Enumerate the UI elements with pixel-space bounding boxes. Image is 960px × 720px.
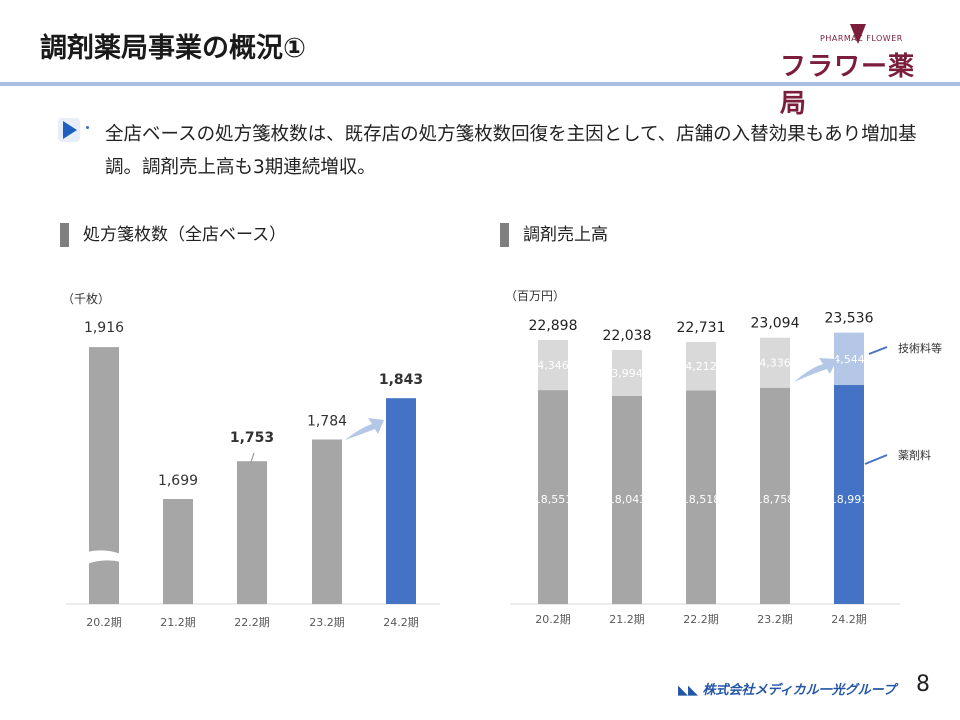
bar-segment-drug (834, 385, 864, 604)
data-label: 4,336 (759, 357, 791, 370)
heading-marker (500, 223, 509, 247)
x-tick-label: 20.2期 (535, 613, 571, 626)
right-unit: （百万円） (505, 289, 566, 303)
label-leader (250, 452, 255, 463)
data-label: 1,784 (307, 414, 347, 430)
company-logo-icon: ◣◣ (678, 683, 703, 698)
total-label: 22,731 (677, 320, 726, 336)
bullet-dot (86, 126, 89, 129)
page-title: 調剤薬局事業の概況① (40, 33, 306, 64)
x-tick-label: 20.2期 (86, 616, 122, 629)
x-tick-label: 22.2期 (683, 613, 719, 626)
flower-pharmacy-logo: PHARMAC FLOWER フラワー薬局 (780, 22, 940, 119)
bar (237, 461, 267, 604)
left-chart-title: 処方箋枚数（全店ベース） (83, 225, 287, 245)
bar (163, 499, 193, 604)
data-label: 4,212 (685, 360, 717, 373)
bar-segment-technical (686, 341, 716, 391)
x-tick-label: 24.2期 (831, 613, 867, 626)
data-label: 18,758 (756, 493, 795, 506)
growth-arrow (345, 418, 384, 440)
bar (386, 398, 416, 604)
growth-arrow (794, 358, 837, 382)
prescription-chart: 1,916 20.2期 1,699 21.2期 1,753 22.2期 1,784 23.2期… (66, 320, 440, 629)
data-label: 1,699 (158, 473, 198, 489)
x-tick-label: 21.2期 (160, 616, 196, 629)
total-label: 22,038 (603, 328, 652, 344)
page-number: 8 (916, 672, 930, 697)
axis-break (87, 550, 121, 564)
logo-text: フラワー薬局 (780, 52, 916, 119)
sales-chart: 18,551 4,346 22,898 20.2期 18,043 3,994 22,038 2… (510, 311, 942, 626)
right-chart-heading: 調剤売上高 (500, 220, 608, 247)
legend-leader (864, 454, 888, 465)
bar (312, 439, 342, 604)
x-tick-label: 23.2期 (757, 613, 793, 626)
heading-marker (60, 223, 69, 247)
bar-segment-drug (686, 390, 716, 604)
bar-segment-drug (760, 387, 790, 604)
data-label: 18,043 (608, 493, 647, 506)
total-label: 23,094 (751, 316, 800, 332)
x-tick-label: 23.2期 (309, 616, 345, 629)
data-label: 4,346 (537, 359, 569, 372)
x-tick-label: 21.2期 (609, 613, 645, 626)
data-label: 3,994 (611, 367, 643, 380)
data-label: 1,843 (379, 372, 423, 388)
total-label: 22,898 (529, 318, 578, 334)
data-label: 18,518 (682, 493, 721, 506)
left-chart-heading: 処方箋枚数（全店ベース） (60, 220, 286, 247)
data-label: 4,544 (833, 353, 865, 366)
x-tick-label: 24.2期 (383, 616, 419, 629)
flower-icon (850, 24, 866, 44)
x-tick-label: 22.2期 (234, 616, 270, 629)
bar-segment-drug (612, 395, 642, 604)
legend-technical: 技術料等 (898, 341, 942, 355)
total-label: 23,536 (825, 311, 874, 327)
play-bullet-icon (58, 118, 80, 142)
data-label: 1,753 (230, 430, 274, 446)
logo-sub: PHARMAC FLOWER (820, 34, 903, 43)
company-logo: ◣◣ 株式会社メディカル一光グループ (678, 683, 896, 698)
bar-segment-technical (538, 339, 568, 391)
bar-segment-technical (760, 337, 790, 388)
header-divider (0, 82, 960, 86)
data-label: 18,551 (534, 493, 573, 506)
bar-segment-technical (834, 332, 864, 386)
bar-segment-drug (538, 390, 568, 604)
lead-text: 全店ベースの処方箋枚数は、既存店の処方箋枚数回復を主因として、店舗の入替効果もあ… (105, 124, 917, 178)
left-unit: （千枚） (62, 292, 111, 306)
bar-segment-technical (612, 349, 642, 396)
right-chart-title: 調剤売上高 (523, 225, 608, 245)
bar (89, 347, 119, 604)
data-label: 1,916 (84, 320, 124, 336)
legend-drug: 薬剤料 (898, 448, 931, 462)
legend-leader (868, 346, 888, 355)
data-label: 18,991 (830, 493, 869, 506)
